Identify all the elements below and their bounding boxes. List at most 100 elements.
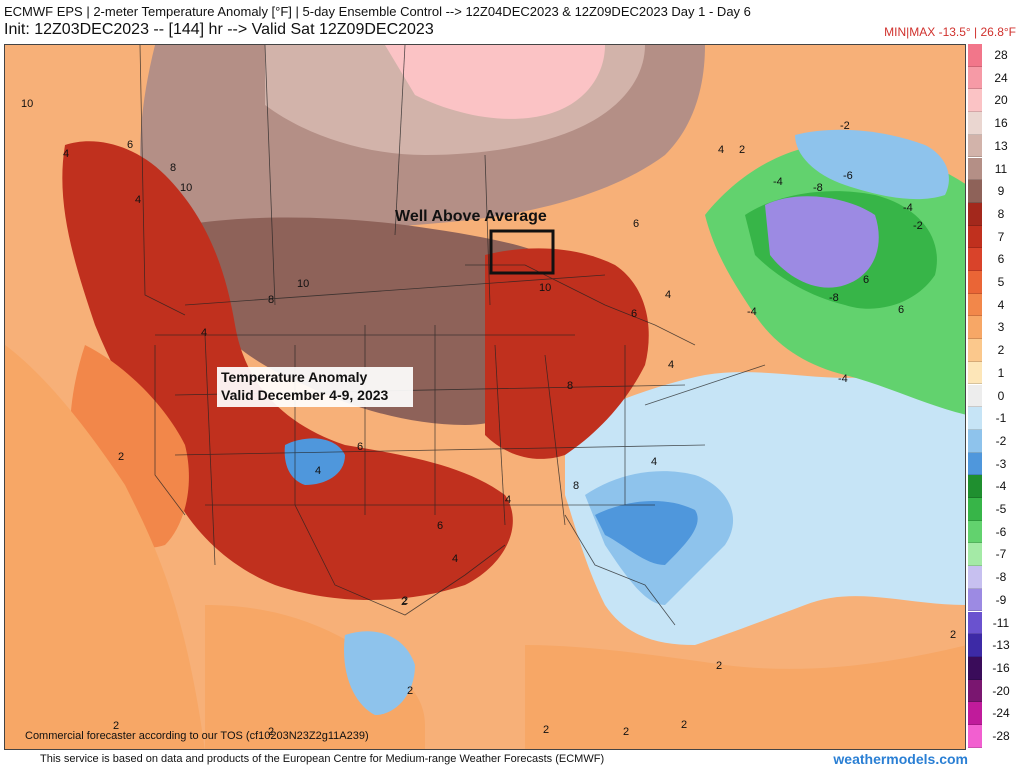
contour-label: 4 (505, 494, 511, 506)
legend-row: -24 (968, 702, 1020, 725)
color-scale-legend: 28 24 20 16 13 11 9 8 7 6 5 4 3 2 1 0 -1 -2 -3 -4 -5 -6 -7 -8 -9… (968, 44, 1020, 750)
contour-label: 2 (407, 685, 413, 697)
legend-swatch (968, 89, 982, 113)
legend-label: 20 (994, 93, 1008, 108)
legend-swatch (968, 384, 982, 408)
contour-label: 8 (567, 380, 573, 392)
legend-swatch (968, 543, 982, 567)
legend-swatch (968, 634, 982, 657)
contour-label: -4 (903, 202, 913, 214)
legend-row: -4 (968, 475, 1020, 498)
anomaly-map[interactable]: 10 4 6 10 8 4 10 8 4 2 6 4 6 8 6 4 10 6 … (4, 44, 966, 750)
legend-swatch (968, 429, 982, 453)
mexico-cool-spot (344, 631, 415, 715)
legend-label: 11 (994, 161, 1008, 176)
contour-label: -4 (838, 373, 848, 385)
legend-row: -3 (968, 452, 1020, 476)
legend-label: 5 (997, 275, 1005, 289)
legend-row: -13 (968, 634, 1020, 657)
brand-link[interactable]: weathermodels.com (833, 751, 968, 767)
contour-label: 4 (718, 144, 724, 156)
legend-label: 16 (994, 116, 1008, 131)
contour-label: 4 (315, 465, 321, 477)
legend-label: 28 (994, 48, 1008, 62)
legend-row: 28 (968, 44, 1020, 67)
contour-label: 4 (63, 148, 69, 160)
legend-label: 3 (997, 320, 1005, 335)
contour-label: 10 (21, 98, 33, 110)
anomaly-label-box (217, 367, 413, 407)
highlight-box (489, 229, 555, 275)
legend-row: -11 (968, 611, 1020, 635)
legend-swatch (968, 588, 982, 612)
quebec-coldest-region (765, 196, 879, 288)
contour-label: -8 (813, 182, 823, 194)
labrador-cool-region (795, 129, 949, 200)
contour-label: 2 (402, 595, 408, 607)
source-attribution: This service is based on data and produc… (40, 753, 605, 765)
map-canvas: 10 4 6 10 8 4 10 8 4 2 6 4 6 8 6 4 10 6 … (5, 45, 965, 749)
legend-swatch (968, 679, 982, 703)
legend-row: 7 (968, 225, 1020, 249)
contour-label: 2 (113, 720, 119, 732)
legend-label: -28 (992, 729, 1010, 743)
legend-label: -7 (995, 547, 1007, 562)
legend-row: 8 (968, 202, 1020, 226)
pacific-mild-region (5, 345, 205, 749)
map-title: ECMWF EPS | 2-meter Temperature Anomaly … (4, 4, 751, 19)
contour-label: 4 (665, 289, 671, 301)
min-max-readout: MIN|MAX -13.5° | 26.8°F (884, 25, 1016, 39)
legend-label: 1 (997, 365, 1005, 380)
contour-label: 4 (668, 359, 674, 371)
tos-disclaimer: Commercial forecaster according to our T… (25, 730, 369, 742)
legend-row: 3 (968, 316, 1020, 340)
well-above-average-label: Well Above Average (395, 208, 547, 225)
legend-row: 20 (968, 89, 1020, 113)
contour-label: 2 (623, 726, 629, 738)
contour-label: 4 (452, 553, 458, 565)
legend-row: -8 (968, 566, 1020, 589)
legend-swatch (968, 112, 982, 135)
southeast-colder-region (595, 500, 698, 565)
legend-swatch (968, 361, 982, 385)
contour-label: 8 (268, 294, 274, 306)
legend-row: 6 (968, 248, 1020, 271)
contour-label: 6 (127, 139, 133, 151)
legend-label: -2 (995, 433, 1007, 448)
legend-swatch (968, 225, 982, 249)
legend-row: -20 (968, 679, 1020, 703)
legend-label: -13 (992, 638, 1010, 653)
legend-row: 5 (968, 271, 1020, 294)
legend-swatch (968, 66, 982, 90)
legend-swatch (968, 498, 982, 521)
contour-labels: 10 4 6 10 8 4 10 8 4 2 6 4 6 8 6 4 10 6 … (21, 98, 956, 738)
legend-row: 9 (968, 180, 1020, 203)
legend-row: 1 (968, 361, 1020, 385)
contour-label: 6 (863, 274, 869, 286)
legend-swatch (968, 293, 982, 317)
contour-label: -8 (829, 292, 839, 304)
legend-label: 2 (997, 343, 1005, 358)
legend-swatch (968, 202, 982, 226)
legend-swatch (968, 520, 982, 544)
legend-swatch (968, 407, 982, 430)
contour-label: 6 (898, 304, 904, 316)
legend-label: -5 (995, 502, 1007, 516)
colorado-cool-spot (284, 438, 345, 485)
map-subtitle: Init: 12Z03DEC2023 -- [144] hr --> Valid… (4, 21, 434, 38)
great-lakes-warm-region (485, 248, 649, 459)
legend-swatch (968, 725, 982, 748)
legend-row: 2 (968, 339, 1020, 362)
contour-label: 2 (401, 596, 407, 608)
legend-label: 7 (997, 229, 1005, 244)
contour-label: 6 (357, 441, 363, 453)
contour-label: -4 (773, 176, 783, 188)
legend-label: -9 (995, 592, 1007, 607)
legend-label: -24 (992, 706, 1010, 721)
legend-label: -16 (992, 660, 1010, 675)
legend-label: 8 (997, 206, 1005, 221)
legend-swatch (968, 475, 982, 498)
legend-swatch (968, 157, 982, 181)
legend-label: 6 (997, 252, 1005, 267)
legend-row: -1 (968, 407, 1020, 430)
